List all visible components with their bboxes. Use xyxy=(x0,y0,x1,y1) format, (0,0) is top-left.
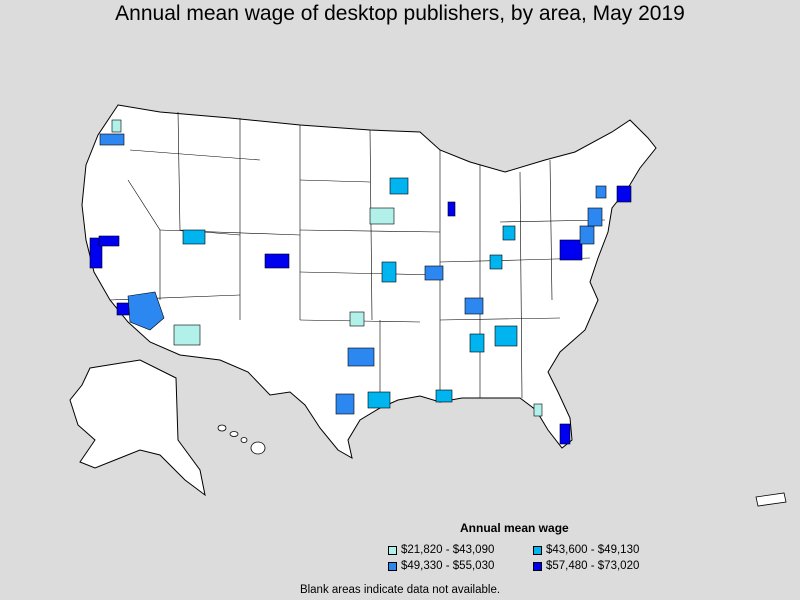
area-dallas xyxy=(347,347,375,367)
area-los-angeles xyxy=(116,302,130,316)
area-portland xyxy=(99,133,125,146)
area-nashville xyxy=(464,297,484,315)
area-austin xyxy=(335,393,355,415)
legend-item: $49,330 - $55,030 xyxy=(388,560,533,572)
footnote: Blank areas indicate data not available. xyxy=(299,584,501,596)
area-atlanta xyxy=(494,325,518,347)
legend-swatch xyxy=(533,545,542,555)
area-boston xyxy=(616,185,632,203)
contiguous-us-outline xyxy=(81,104,657,459)
legend-swatch xyxy=(388,545,397,555)
area-sacramento xyxy=(98,235,120,247)
area-hartford xyxy=(595,185,607,199)
area-tucson xyxy=(173,324,201,346)
area-cincinnati xyxy=(489,254,503,270)
area-birmingham xyxy=(469,333,485,353)
area-new-york xyxy=(587,207,603,227)
area-miami xyxy=(559,423,571,445)
area-salt-lake xyxy=(182,229,206,245)
puerto-rico-outline xyxy=(755,492,787,507)
legend-item: $57,480 - $73,020 xyxy=(533,560,673,572)
metro-areas xyxy=(89,119,632,445)
legend: $21,820 - $43,090 $43,600 - $49,130 $49,… xyxy=(388,544,673,572)
alaska-outline xyxy=(69,359,206,497)
legend-label: $43,600 - $49,130 xyxy=(546,544,640,556)
area-seattle xyxy=(111,119,122,133)
area-kansas-city xyxy=(381,261,397,283)
area-oklahoma xyxy=(349,311,365,327)
legend-label: $21,820 - $43,090 xyxy=(401,544,495,556)
legend-label: $49,330 - $55,030 xyxy=(401,560,495,572)
area-dc-baltimore xyxy=(559,239,583,261)
area-houston xyxy=(367,391,391,409)
legend-swatch xyxy=(388,561,397,571)
area-des-moines xyxy=(369,207,395,225)
area-new-orleans xyxy=(435,389,453,403)
area-denver xyxy=(264,253,290,269)
area-st-louis xyxy=(424,265,444,281)
area-indianapolis xyxy=(502,225,516,241)
legend-item: $21,820 - $43,090 xyxy=(388,544,533,556)
legend-label: $57,480 - $73,020 xyxy=(546,560,640,572)
legend-title: Annual mean wage xyxy=(460,521,569,535)
legend-swatch xyxy=(533,561,542,571)
map-title: Annual mean wage of desktop publishers, … xyxy=(115,2,685,25)
area-minneapolis xyxy=(389,177,409,195)
area-phoenix xyxy=(127,291,165,331)
hawaii-islands xyxy=(217,424,266,455)
area-tampa xyxy=(533,403,543,417)
area-philadelphia xyxy=(579,225,595,245)
area-chicago xyxy=(447,201,456,217)
legend-item: $43,600 - $49,130 xyxy=(533,544,673,556)
